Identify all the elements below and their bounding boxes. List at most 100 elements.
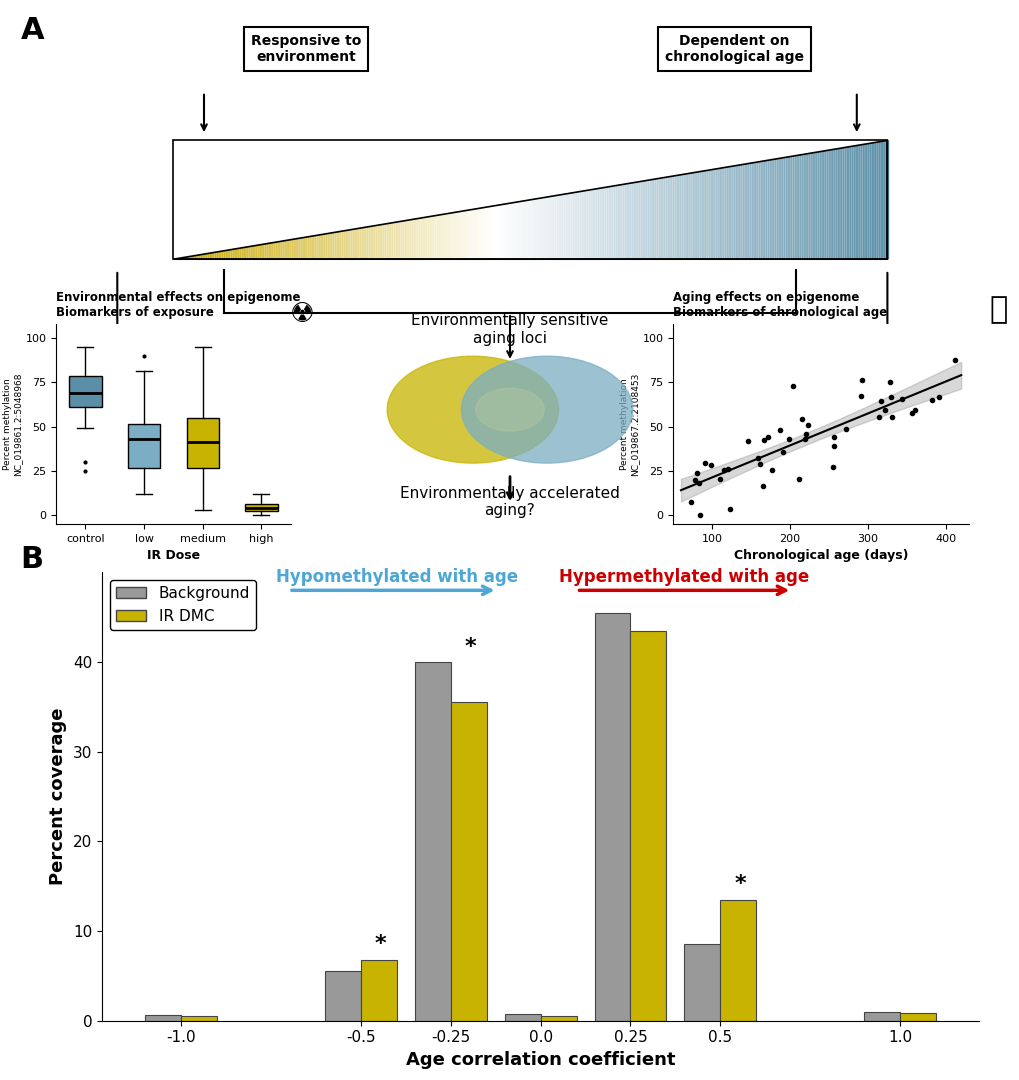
X-axis label: Age correlation coefficient: Age correlation coefficient (406, 1051, 675, 1069)
Polygon shape (413, 219, 415, 259)
Polygon shape (794, 156, 796, 259)
Polygon shape (381, 225, 382, 259)
Polygon shape (581, 191, 583, 259)
Title: Aging effects on epigenome
Biomarkers of chronological age: Aging effects on epigenome Biomarkers of… (673, 291, 887, 319)
Point (872, 392, 889, 409)
Polygon shape (652, 179, 654, 259)
Polygon shape (818, 151, 820, 259)
Polygon shape (820, 151, 822, 259)
Polygon shape (375, 226, 377, 259)
Polygon shape (341, 231, 343, 259)
Polygon shape (638, 181, 640, 259)
Polygon shape (829, 150, 832, 259)
Polygon shape (583, 191, 585, 259)
Polygon shape (273, 242, 275, 259)
Point (749, 449, 765, 467)
Polygon shape (745, 164, 747, 259)
Polygon shape (877, 141, 879, 259)
Polygon shape (336, 232, 337, 259)
Polygon shape (301, 238, 302, 259)
Polygon shape (656, 178, 657, 259)
Point (688, 464, 704, 482)
Polygon shape (434, 215, 436, 259)
Polygon shape (468, 210, 470, 259)
Polygon shape (538, 198, 540, 259)
Polygon shape (761, 161, 763, 259)
Polygon shape (221, 251, 223, 259)
Y-axis label: Percent coverage: Percent coverage (49, 707, 67, 886)
Polygon shape (837, 148, 839, 259)
Polygon shape (365, 227, 366, 259)
Polygon shape (545, 197, 547, 259)
Polygon shape (388, 224, 389, 259)
Point (823, 458, 840, 475)
Polygon shape (664, 177, 666, 259)
Polygon shape (726, 167, 728, 259)
Polygon shape (526, 200, 527, 259)
PathPatch shape (245, 503, 277, 511)
Polygon shape (752, 162, 754, 259)
Polygon shape (395, 222, 396, 259)
Polygon shape (679, 175, 681, 259)
Polygon shape (510, 203, 512, 259)
Polygon shape (718, 168, 720, 259)
Point (691, 507, 707, 524)
Polygon shape (450, 213, 452, 259)
Polygon shape (235, 248, 237, 259)
Polygon shape (358, 228, 359, 259)
Polygon shape (749, 163, 751, 259)
Polygon shape (461, 211, 463, 259)
Polygon shape (384, 224, 386, 259)
Polygon shape (647, 180, 649, 259)
Bar (899, 1013, 935, 1021)
Polygon shape (363, 228, 365, 259)
Polygon shape (881, 141, 882, 259)
Polygon shape (531, 200, 533, 259)
Polygon shape (759, 161, 761, 259)
Polygon shape (361, 228, 363, 259)
Polygon shape (543, 198, 545, 259)
Polygon shape (366, 227, 368, 259)
Point (781, 430, 797, 447)
Polygon shape (671, 176, 672, 259)
Polygon shape (467, 211, 468, 259)
Text: A: A (20, 16, 44, 45)
Polygon shape (491, 206, 493, 259)
Text: *: * (734, 874, 745, 894)
Polygon shape (220, 252, 221, 259)
Polygon shape (701, 171, 702, 259)
Polygon shape (245, 247, 247, 259)
Polygon shape (517, 202, 519, 259)
Polygon shape (206, 254, 207, 259)
Polygon shape (254, 245, 256, 259)
Polygon shape (616, 185, 619, 259)
Polygon shape (418, 218, 420, 259)
Polygon shape (803, 154, 804, 259)
Polygon shape (569, 193, 570, 259)
Bar (630, 631, 665, 1021)
Polygon shape (439, 215, 441, 259)
Bar (684, 944, 719, 1021)
Polygon shape (213, 253, 214, 259)
Polygon shape (396, 221, 398, 259)
Polygon shape (706, 171, 708, 259)
Polygon shape (318, 234, 320, 259)
Polygon shape (263, 244, 264, 259)
Text: Environmentally sensitive
aging loci: Environmentally sensitive aging loci (411, 313, 608, 346)
Polygon shape (846, 147, 847, 259)
Polygon shape (863, 144, 865, 259)
Polygon shape (410, 219, 411, 259)
Polygon shape (505, 203, 507, 259)
Polygon shape (351, 229, 352, 259)
Polygon shape (507, 203, 510, 259)
Point (852, 387, 868, 404)
Polygon shape (470, 210, 472, 259)
Polygon shape (195, 255, 197, 259)
Polygon shape (247, 246, 249, 259)
Polygon shape (529, 200, 531, 259)
Polygon shape (344, 230, 346, 259)
Polygon shape (585, 190, 586, 259)
Polygon shape (472, 210, 474, 259)
Polygon shape (861, 145, 863, 259)
Polygon shape (279, 241, 280, 259)
